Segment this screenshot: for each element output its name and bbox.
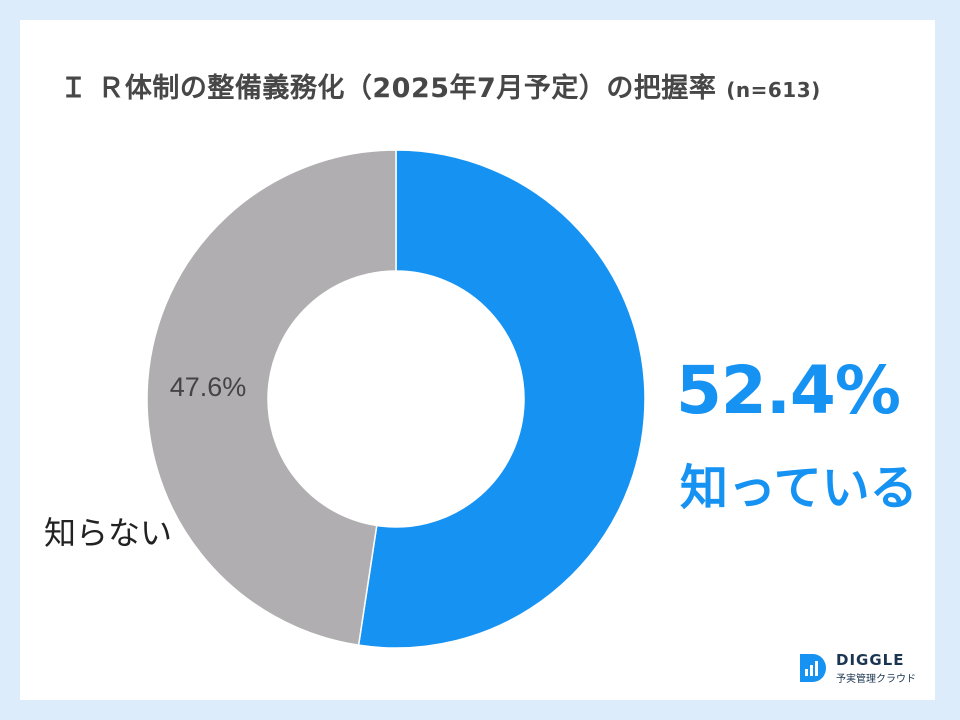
logo-name: DIGGLE [836,651,905,669]
diggle-logo-icon [800,654,826,682]
logo-tagline: 予実管理クラウド [836,674,916,685]
title-text: Ｉ Ｒ体制の整備義務化（2025年7月予定）の把握率 [60,73,717,104]
known-label: 知っている [680,460,918,516]
slice-unknown [146,149,397,647]
known-pct: 52.4% [676,352,901,429]
unknown-label: 知らない [44,514,173,552]
sample-size: (n=613) [726,78,821,102]
slice-known [357,149,646,649]
slice-unknown-pct: 47.6% [170,372,247,402]
chart-title: Ｉ Ｒ体制の整備義務化（2025年7月予定）の把握率 (n=613) [60,66,821,105]
diggle-logo: DIGGLE 予実管理クラウド [798,650,928,690]
